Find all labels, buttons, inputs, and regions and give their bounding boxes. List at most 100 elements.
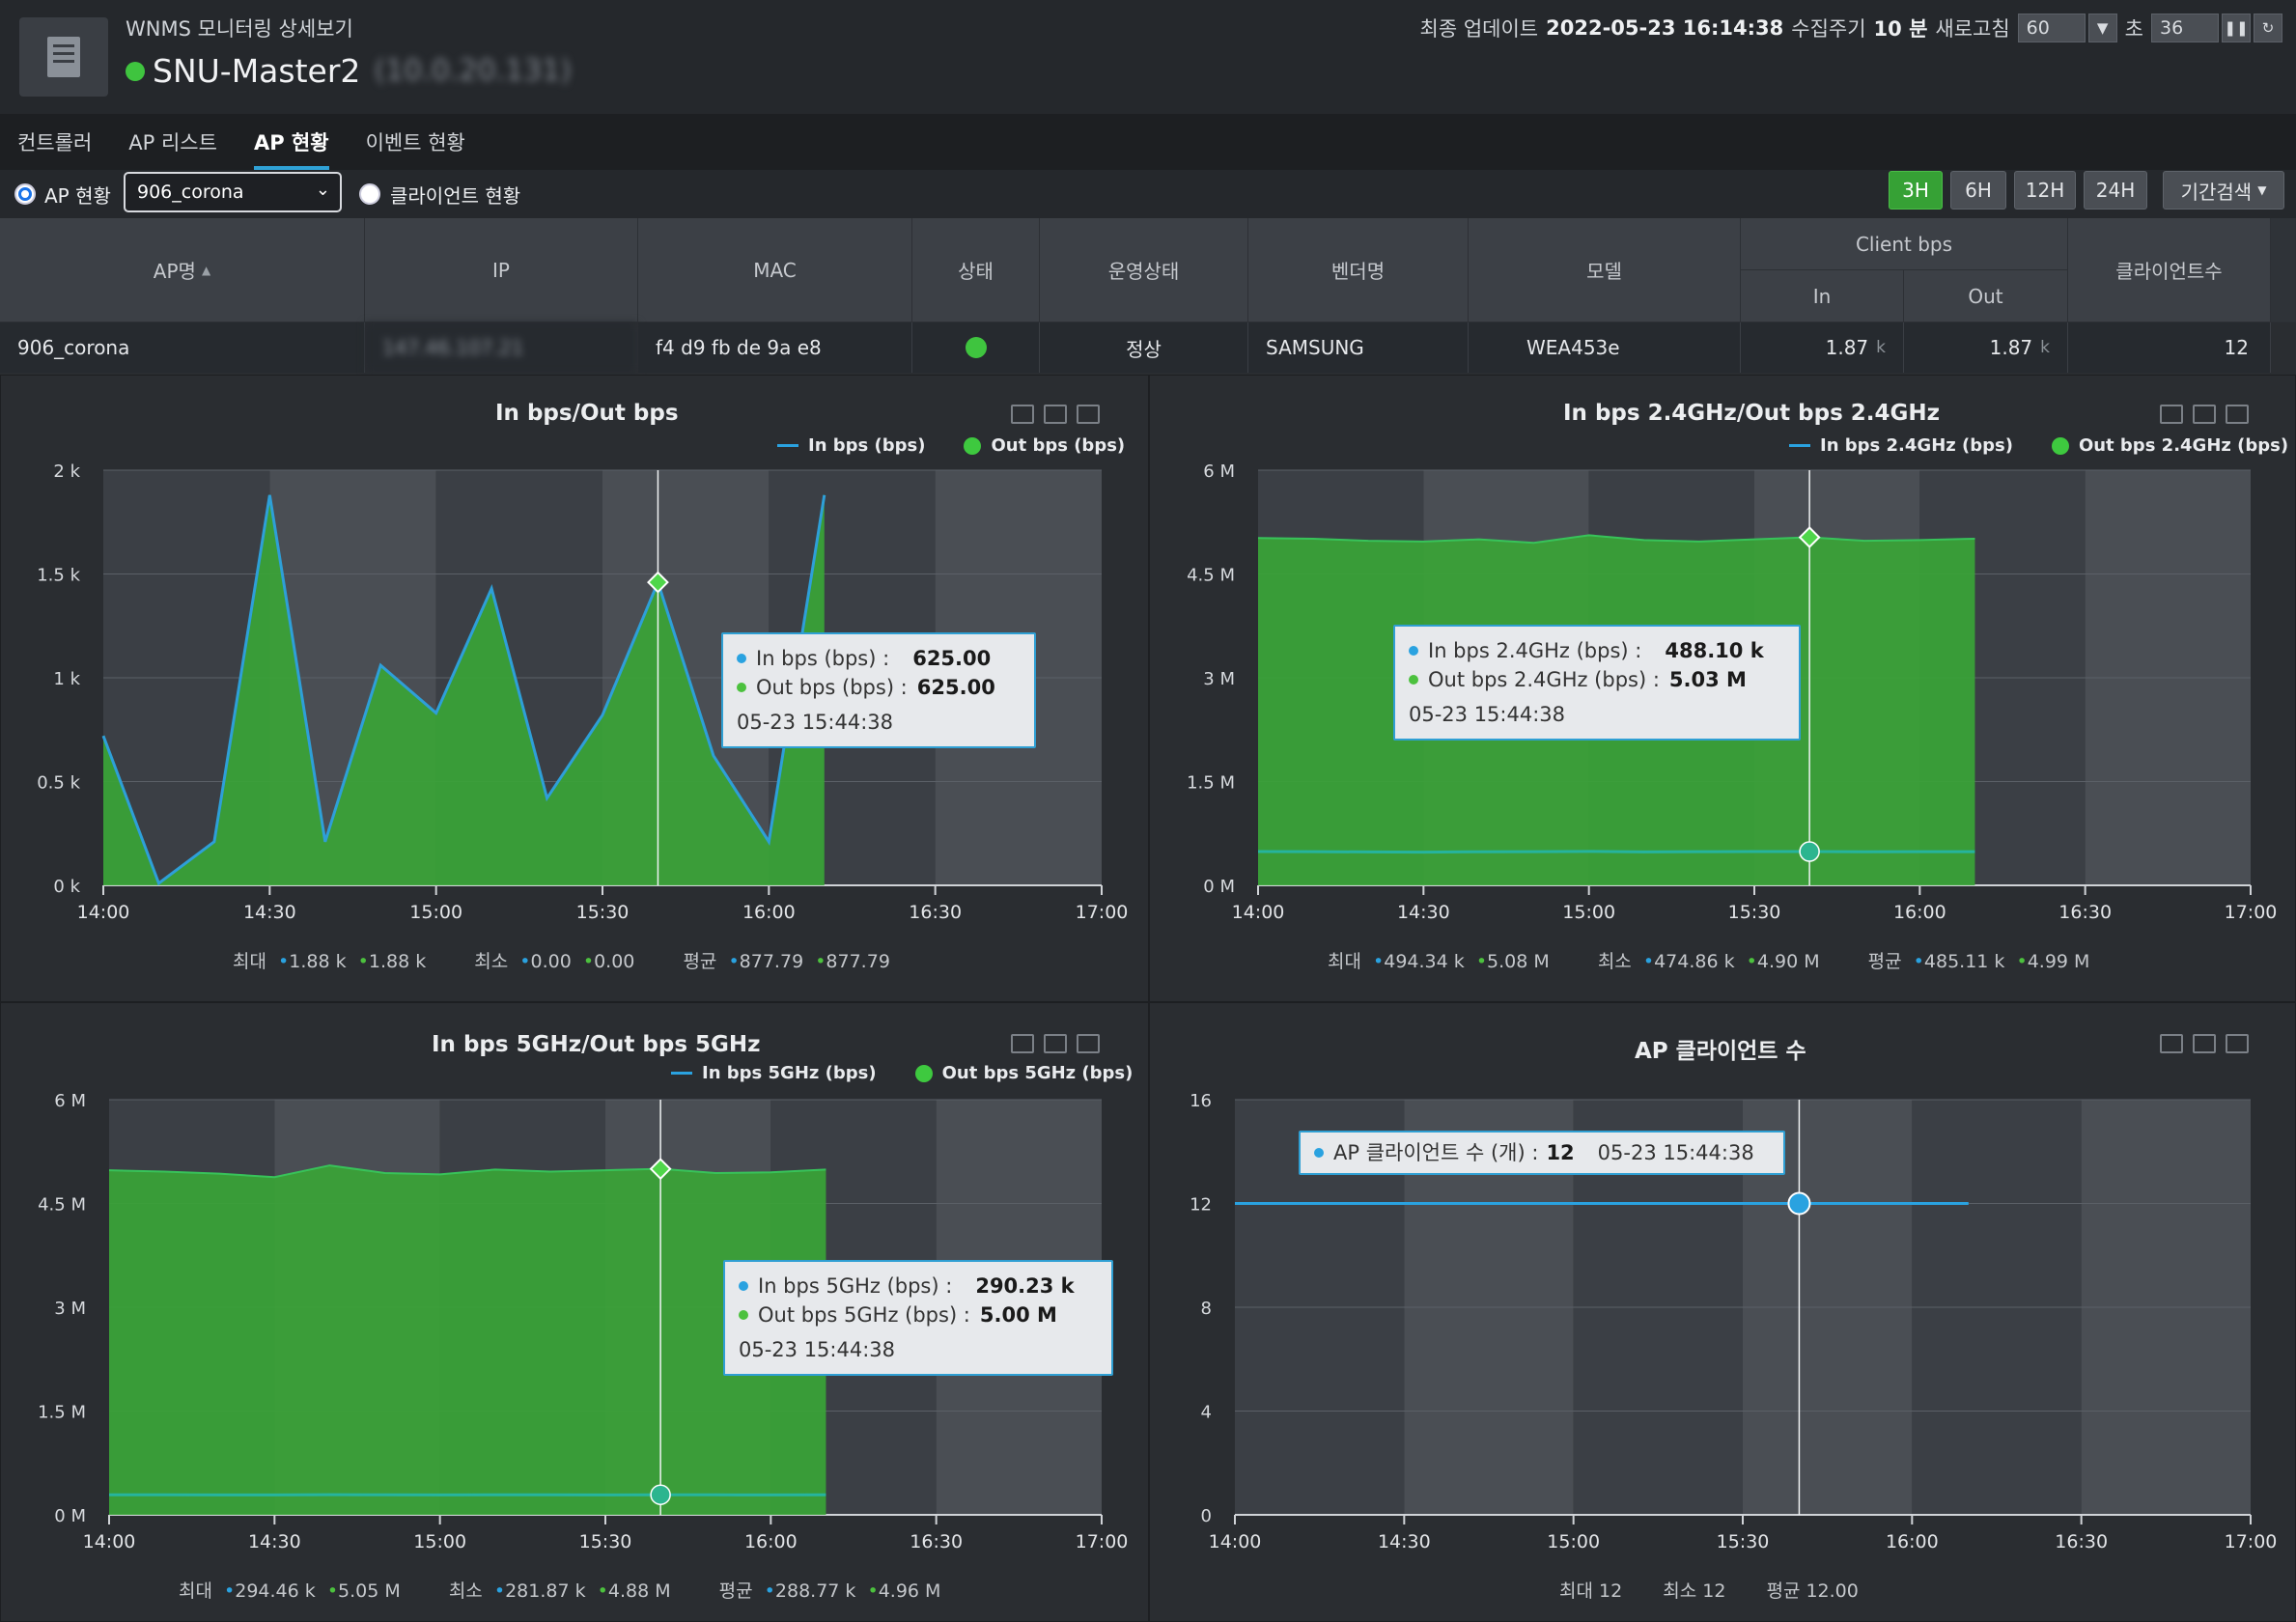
- tooltip-in-value: 625.00: [912, 647, 992, 670]
- x-tick-label: 16:30: [2058, 902, 2112, 923]
- stat-max-out: 5.08 M: [1487, 951, 1550, 972]
- radio-ap-status[interactable]: [14, 183, 36, 205]
- update-bar: 최종 업데이트 2022-05-23 16:14:38 수집주기 10 분 새로…: [1420, 14, 2282, 42]
- chart-clients-svg: 0 4 8 12 16 14:00 14:30 15:00 15:30 16:00 16:30 17:…: [1190, 1091, 2277, 1552]
- stat-max-out: 1.88 k: [368, 951, 427, 972]
- print-icon[interactable]: [1077, 405, 1100, 424]
- legend-in[interactable]: In bps 5GHz (bps): [702, 1063, 877, 1083]
- x-tick-label: 14:30: [1378, 1531, 1431, 1552]
- hover-marker-out: [649, 1158, 672, 1181]
- chart-tooltip: AP 클라이언트 수 (개) : 12 05-23 15:44:38: [1299, 1131, 1785, 1175]
- stat-dot-icon: •: [815, 951, 826, 972]
- table-view-icon[interactable]: [2160, 1034, 2183, 1053]
- x-tick-label: 16:00: [1893, 902, 1946, 923]
- tooltip-value: 12: [1546, 1141, 1575, 1164]
- stat-dot-icon: •: [224, 1580, 236, 1602]
- y-tick-label: 0.5 k: [37, 773, 80, 794]
- chart-legend: In bps (bps) Out bps (bps): [777, 435, 1125, 456]
- range-12h-button[interactable]: 12H: [2014, 171, 2076, 210]
- stat-max-in: 1.88 k: [289, 951, 347, 972]
- chart-legend: In bps 2.4GHz (bps) Out bps 2.4GHz (bps): [1789, 435, 2288, 456]
- ap-select[interactable]: 906_corona ⌄: [124, 172, 342, 212]
- stat-min-label: 최소: [448, 1580, 483, 1602]
- tooltip-in-value: 290.23 k: [975, 1274, 1075, 1298]
- y-tick-label: 4: [1201, 1403, 1212, 1423]
- y-tick-label: 0 k: [53, 877, 80, 897]
- cell-in: 1.87 k: [1741, 322, 1904, 373]
- header-ap-name[interactable]: AP명 ▲: [0, 218, 365, 322]
- tab-ap-list[interactable]: AP 리스트: [128, 131, 217, 154]
- stat-dot-icon: •: [278, 951, 290, 972]
- table-view-icon[interactable]: [1011, 405, 1034, 424]
- stat-dot-icon: •: [1475, 951, 1488, 972]
- x-tick-label: 16:00: [1886, 1531, 1939, 1552]
- legend-line-icon: [777, 444, 798, 447]
- range-24h-button[interactable]: 24H: [2084, 171, 2147, 210]
- header-status: 상태: [912, 218, 1040, 322]
- print-icon[interactable]: [2226, 405, 2249, 424]
- tooltip-time: 05-23 15:44:38: [1597, 1141, 1754, 1164]
- refresh-interval-select[interactable]: 60: [2017, 14, 2086, 42]
- tab-ap-status[interactable]: AP 현황: [253, 127, 329, 170]
- image-export-icon[interactable]: [2193, 1034, 2216, 1053]
- chart-stats: 최대 12 최소 12 평균 12.00: [1559, 1577, 1859, 1603]
- tab-event-status[interactable]: 이벤트 현황: [365, 131, 465, 154]
- print-icon[interactable]: [2226, 1034, 2249, 1053]
- cell-ap-name[interactable]: 906_corona: [0, 322, 365, 373]
- image-export-icon[interactable]: [1044, 405, 1067, 424]
- x-tick-label: 15:00: [1562, 902, 1615, 923]
- tooltip-dot-icon: [739, 1281, 748, 1291]
- x-tick-label: 14:00: [77, 902, 130, 923]
- countdown-display: 36: [2151, 14, 2219, 42]
- header-in: In: [1741, 270, 1904, 322]
- table-view-icon[interactable]: [2160, 405, 2183, 424]
- header-vendor: 벤더명: [1248, 218, 1469, 322]
- refresh-icon[interactable]: ↻: [2254, 14, 2282, 42]
- legend-in[interactable]: In bps 2.4GHz (bps): [1820, 435, 2013, 456]
- stat-dot-icon: •: [1746, 951, 1757, 972]
- y-tick-label: 3 M: [54, 1299, 86, 1319]
- legend-out[interactable]: Out bps (bps): [991, 435, 1126, 456]
- stat-dot-icon: •: [728, 951, 740, 972]
- tooltip-dot-icon: [737, 683, 746, 692]
- image-export-icon[interactable]: [2193, 405, 2216, 424]
- stat-min-out: 4.88 M: [607, 1580, 671, 1602]
- x-tick-label: 15:30: [1728, 902, 1781, 923]
- legend-in[interactable]: In bps (bps): [808, 435, 926, 456]
- tooltip-dot-icon: [1314, 1148, 1324, 1158]
- x-tick-label: 16:30: [2055, 1531, 2108, 1552]
- hover-marker-in: [650, 1484, 671, 1505]
- series-out-line: [1257, 534, 1975, 545]
- legend-out[interactable]: Out bps 2.4GHz (bps): [2078, 435, 2289, 456]
- caret-down-icon: ▼: [2257, 183, 2267, 197]
- pause-icon[interactable]: ❚❚: [2222, 14, 2251, 42]
- scrollbar-gutter: [2271, 218, 2296, 322]
- x-tick-label: 15:00: [1547, 1531, 1600, 1552]
- chevron-down-icon[interactable]: ▼: [2087, 14, 2117, 42]
- ap-table: AP명 ▲ IP MAC 상태 운영상태 벤더명 모델 Client bps I…: [0, 218, 2296, 375]
- chart-title: In bps 5GHz/Out bps 5GHz: [432, 1032, 761, 1057]
- period-search-button[interactable]: 기간검색 ▼: [2163, 171, 2284, 210]
- radio-client-status[interactable]: [359, 183, 380, 205]
- tab-controller[interactable]: 컨트롤러: [17, 131, 93, 154]
- status-online-icon: [126, 61, 145, 81]
- image-export-icon[interactable]: [1044, 1034, 1067, 1053]
- table-view-icon[interactable]: [1011, 1034, 1034, 1053]
- hover-marker-out: [647, 571, 669, 594]
- tooltip-out-label: Out bps (bps) :: [756, 676, 908, 699]
- stat-avg-in: 485.11 k: [1923, 951, 2005, 972]
- app-title: WNMS 모니터링 상세보기: [126, 17, 353, 41]
- tooltip-dot-icon: [1409, 646, 1418, 656]
- y-tick-label: 12: [1190, 1195, 1212, 1216]
- x-tick-label: 14:30: [248, 1531, 301, 1552]
- y-tick-label: 8: [1201, 1299, 1212, 1319]
- stat-dot-icon: •: [1642, 951, 1655, 972]
- stat-dot-icon: •: [493, 1580, 506, 1602]
- print-icon[interactable]: [1077, 1034, 1100, 1053]
- filter-bar: AP 현황 906_corona ⌄ 클라이언트 현황 3H 6H 12H 24…: [0, 170, 2296, 218]
- range-6h-button[interactable]: 6H: [1950, 171, 2006, 210]
- legend-out[interactable]: Out bps 5GHz (bps): [941, 1063, 1134, 1083]
- legend-dot-icon: [914, 1064, 933, 1082]
- stat-dot-icon: •: [1913, 951, 1924, 972]
- range-3h-button[interactable]: 3H: [1889, 171, 1943, 210]
